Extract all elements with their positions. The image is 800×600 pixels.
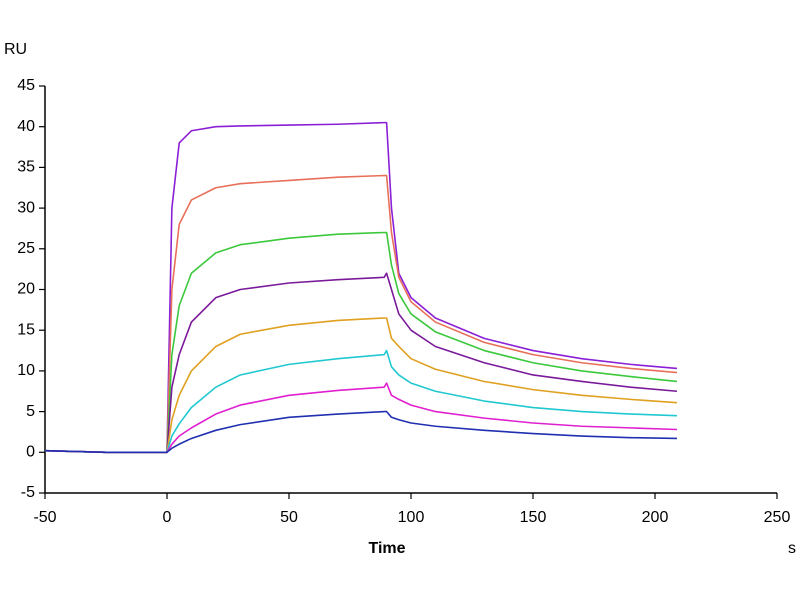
y-tick-label: 0: [26, 444, 35, 461]
data-line: [44, 317, 678, 454]
x-tick-label: 150: [520, 509, 547, 526]
data-line: [44, 382, 677, 454]
x-tick-label: 0: [163, 509, 172, 526]
data-line: [44, 349, 677, 454]
y-tick-label: 20: [17, 281, 35, 298]
y-tick-label: 25: [17, 240, 35, 257]
x-tick-label: 100: [398, 509, 425, 526]
y-tick-label: 30: [17, 199, 35, 216]
x-tick-label: 50: [280, 509, 298, 526]
x-axis-label: Time: [368, 540, 405, 557]
y-tick-label: 35: [17, 159, 35, 176]
y-tick-label: 10: [17, 362, 35, 379]
data-line: [44, 121, 678, 454]
y-tick-label: 5: [26, 403, 35, 420]
data-line: [44, 410, 677, 454]
data-line: [44, 272, 678, 454]
x-tick-label: 200: [642, 509, 669, 526]
y-tick-label: -5: [21, 484, 35, 501]
x-axis-unit: s: [788, 540, 796, 557]
x-tick-label: 250: [764, 509, 791, 526]
y-tick-label: 45: [17, 77, 35, 94]
y-tick-label: 40: [17, 118, 35, 135]
y-tick-label: 15: [17, 321, 35, 338]
y-axis-label: RU: [4, 41, 27, 58]
data-line: [44, 231, 678, 454]
x-tick-label: -50: [33, 509, 56, 526]
data-line: [44, 174, 678, 454]
